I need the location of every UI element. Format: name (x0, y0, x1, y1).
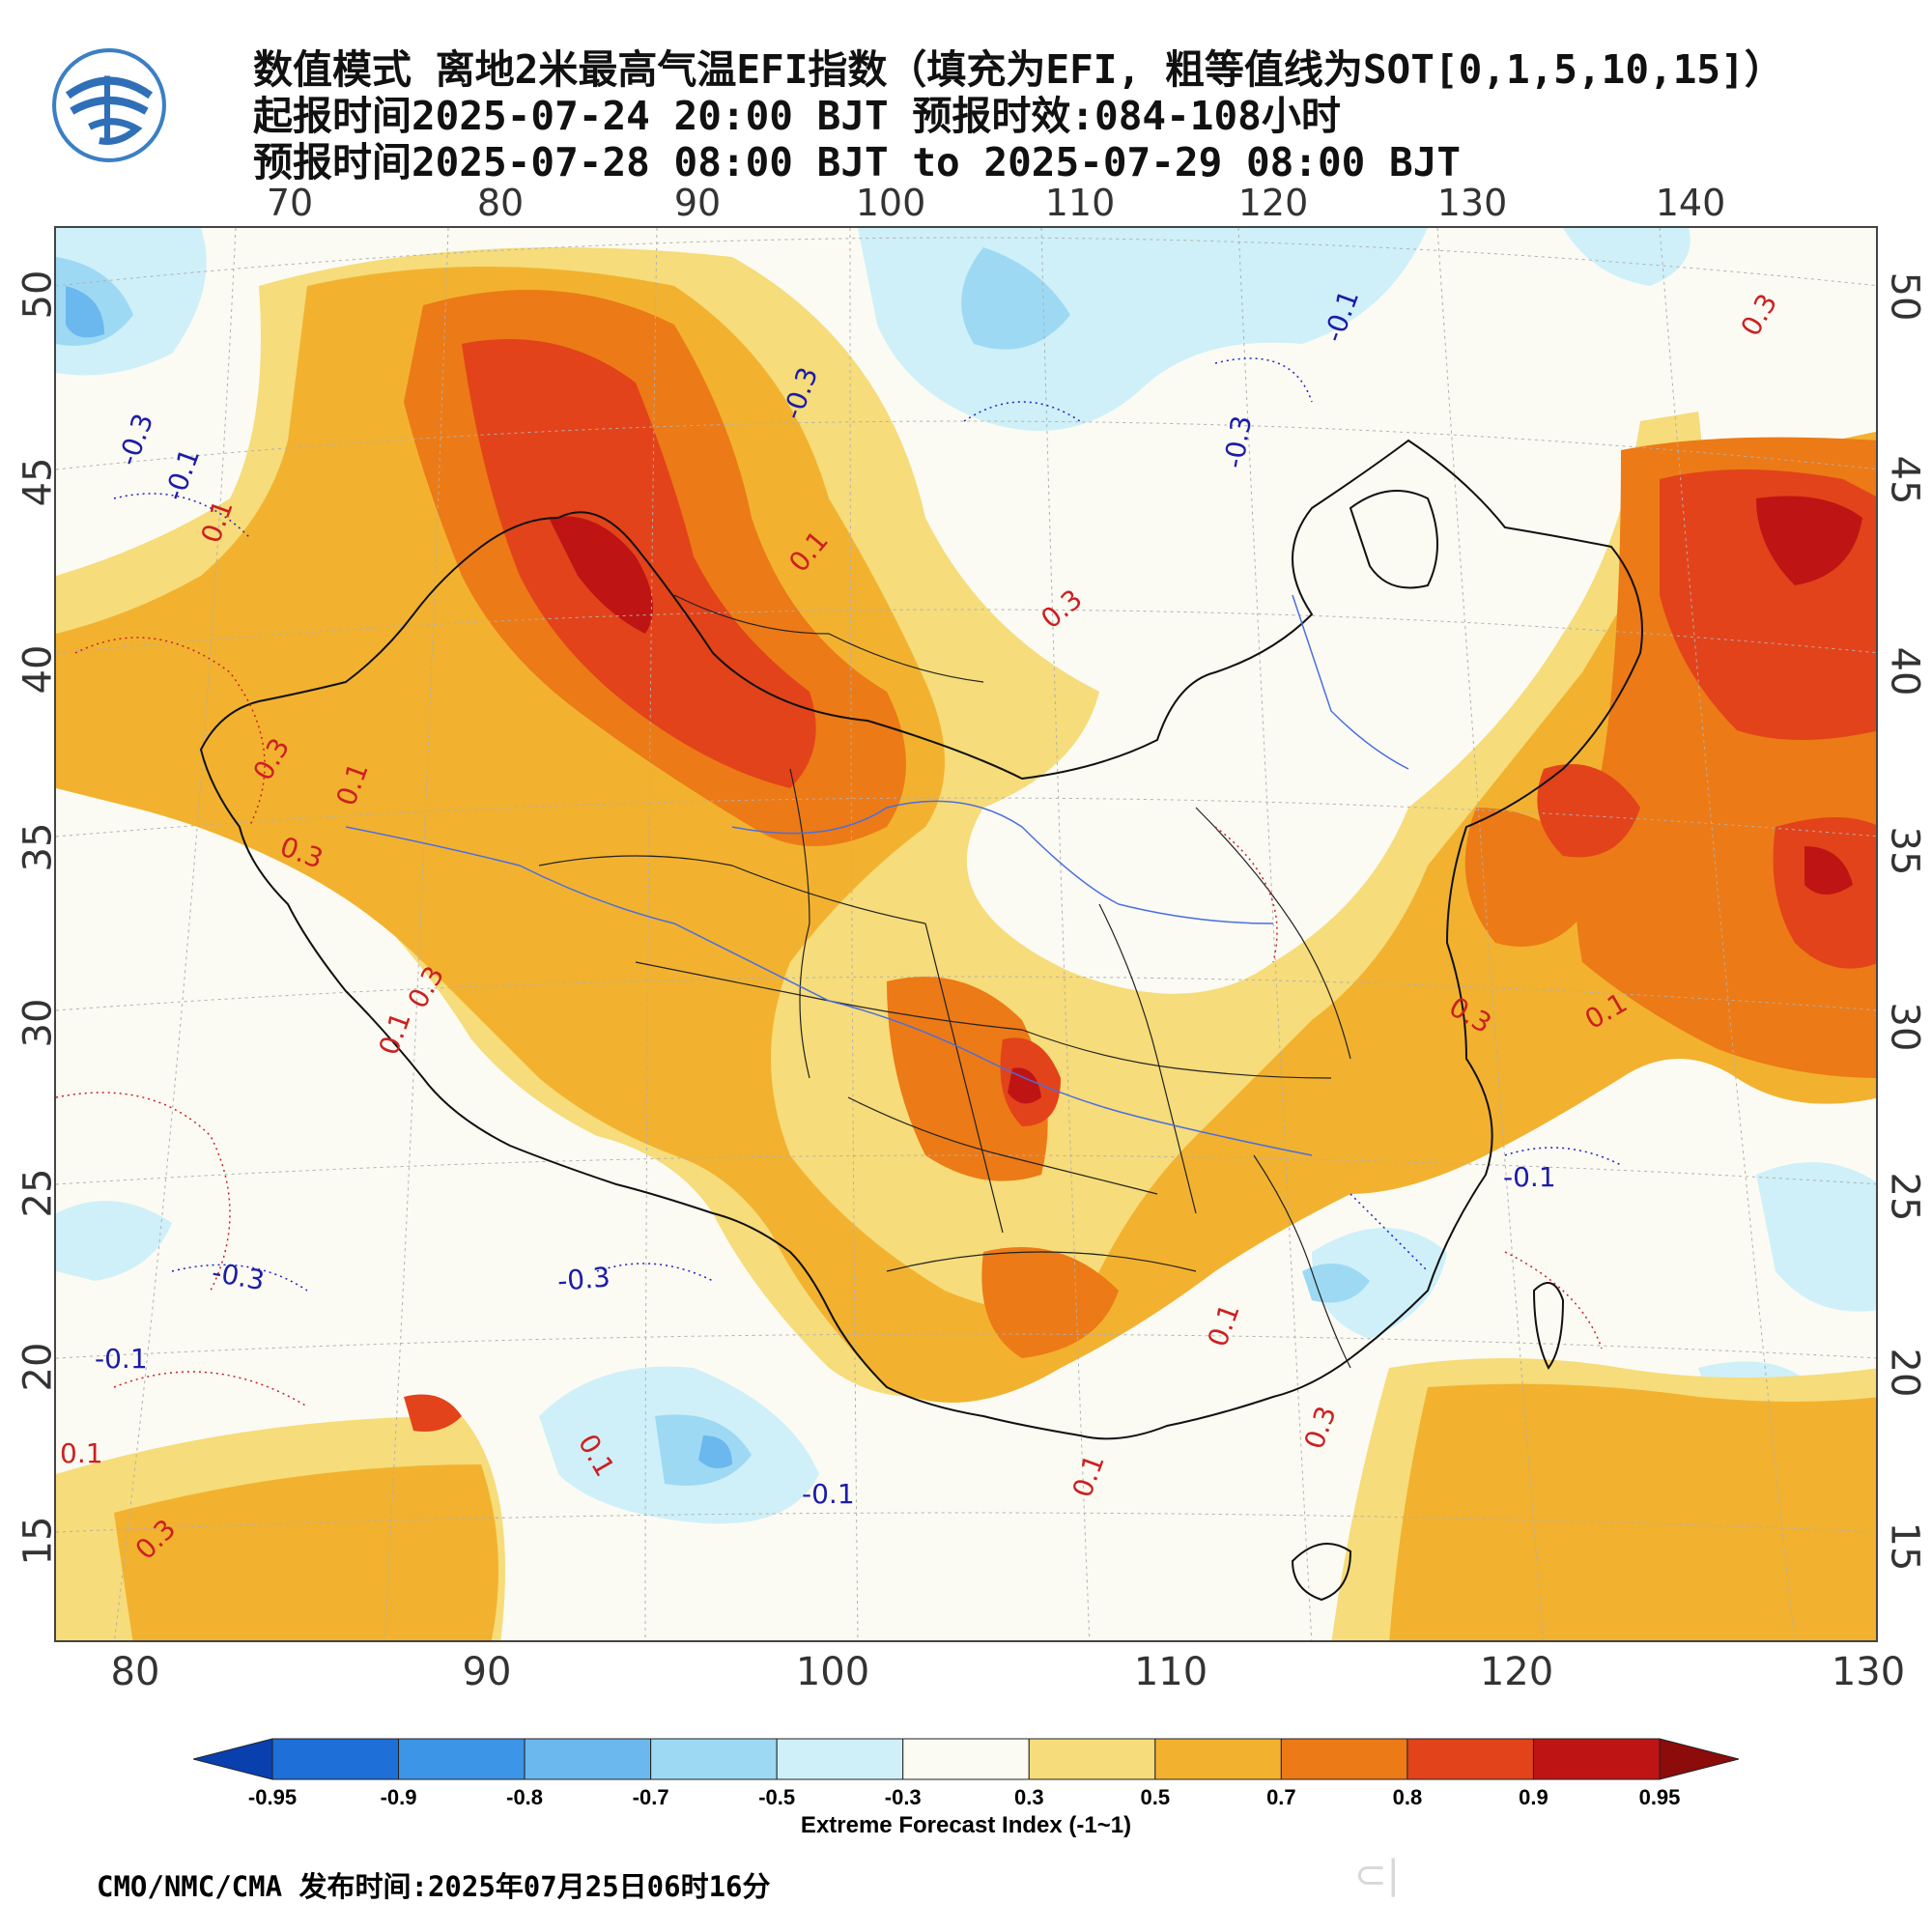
right-lat-label: 45 (1882, 455, 1927, 505)
negative-efi-strong (66, 286, 732, 1468)
colorbar-cell (1154, 1738, 1282, 1780)
contour-label: -0.1 (1503, 1161, 1556, 1193)
right-lat-label: 15 (1882, 1521, 1927, 1572)
top-lon-label: 140 (1655, 182, 1726, 224)
right-lat-label: 40 (1882, 646, 1927, 696)
right-lat-label: 50 (1882, 271, 1927, 322)
issue-time-footer: CMO/NMC/CMA 发布时间:2025年07月25日06时16分 (97, 1870, 771, 1903)
efi-fill-09 (549, 496, 1862, 1104)
colorbar-label: 0.3 (1013, 1785, 1044, 1809)
efi-colorbar (193, 1738, 1739, 1780)
top-lon-label: 70 (266, 182, 314, 224)
country-borders (199, 439, 1643, 1602)
colorbar-label: -0.8 (506, 1785, 544, 1809)
colorbar-cell (902, 1738, 1030, 1780)
colorbar-label: 0.9 (1519, 1785, 1548, 1809)
graticule (56, 228, 1876, 1640)
right-lat-label: 30 (1882, 1002, 1927, 1052)
bottom-lon-label: 90 (462, 1650, 512, 1694)
contour-red (56, 637, 1603, 1407)
colorbar-label: 0.5 (1140, 1785, 1171, 1809)
valid-time: 预报时间2025-07-28 08:00 BJT to 2025-07-29 0… (253, 139, 1462, 185)
bottom-lon-label: 100 (795, 1650, 870, 1694)
colorbar-label: 0.8 (1392, 1785, 1423, 1809)
contour-label: 0.1 (60, 1437, 103, 1469)
efi-map: -0.3 -0.1 0.1 0.3 0.1 0.3 -0.3 -0.3 0.3 … (54, 226, 1878, 1642)
rivers (345, 594, 1409, 1156)
colorbar-cell (1028, 1738, 1156, 1780)
colorbar-cell (1280, 1738, 1408, 1780)
colorbar-title: Extreme Forecast Index (-1~1) (800, 1812, 1132, 1838)
right-lat-label: 25 (1882, 1172, 1927, 1222)
top-lon-label: 80 (476, 182, 525, 224)
contour-blue (113, 357, 1622, 1292)
bottom-lon-label: 130 (1831, 1650, 1906, 1694)
colorbar-label: -0.7 (632, 1785, 669, 1809)
colorbar-cell (776, 1738, 904, 1780)
colorbar-label: 0.7 (1266, 1785, 1296, 1809)
bottom-lon-label: 120 (1479, 1650, 1554, 1694)
colorbar-label: -0.3 (884, 1785, 922, 1809)
colorbar-high-arrow (1659, 1738, 1739, 1780)
cma-logo (52, 48, 166, 162)
top-lon-label: 130 (1436, 182, 1508, 224)
watermark: ⊂| (1354, 1853, 1400, 1897)
right-lat-label: 20 (1882, 1348, 1927, 1398)
colorbar-cell (1532, 1738, 1661, 1780)
contour-label: -0.3 (556, 1261, 611, 1297)
colorbar-cell (1406, 1738, 1534, 1780)
colorbar-cell (524, 1738, 652, 1780)
top-lon-label: 120 (1237, 182, 1309, 224)
colorbar-label: -0.9 (380, 1785, 417, 1809)
contour-label: -0.1 (95, 1343, 148, 1375)
chart-title: 数值模式 离地2米最高气温EFI指数（填充为EFI, 粗等值线为SOT[0,1,… (253, 46, 1784, 93)
contour-label: -0.1 (802, 1478, 855, 1510)
map-svg: -0.3 -0.1 0.1 0.3 0.1 0.3 -0.3 -0.3 0.3 … (56, 228, 1876, 1640)
colorbar-low-arrow (193, 1738, 273, 1780)
colorbar-cell (398, 1738, 526, 1780)
colorbar-label: -0.95 (247, 1785, 298, 1809)
right-lat-label: 35 (1882, 826, 1927, 876)
top-lon-label: 110 (1044, 182, 1116, 224)
bottom-lon-label: 80 (110, 1650, 160, 1694)
colorbar-cell (650, 1738, 778, 1780)
colorbar-cell (271, 1738, 400, 1780)
init-time: 起报时间2025-07-24 20:00 BJT 预报时效:084-108小时 (253, 93, 1341, 139)
colorbar-label: 0.95 (1638, 1785, 1681, 1809)
colorbar-label: -0.5 (758, 1785, 796, 1809)
top-lon-label: 90 (673, 182, 722, 224)
top-lon-label: 100 (855, 182, 926, 224)
bottom-lon-label: 110 (1133, 1650, 1208, 1694)
